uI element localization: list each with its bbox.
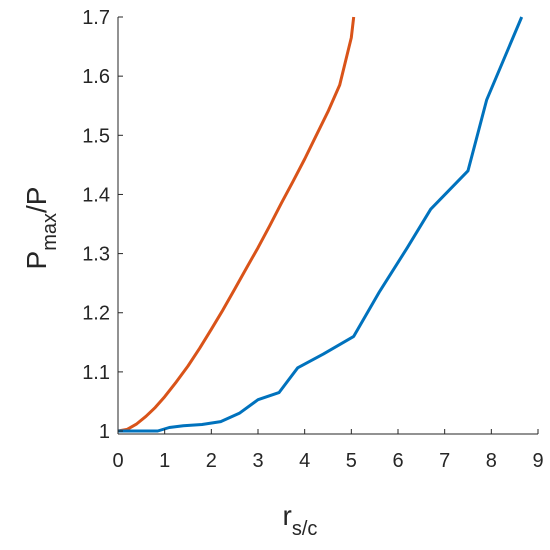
y-tick-label: 1.6 xyxy=(82,66,110,88)
x-tick-label: 6 xyxy=(392,450,403,472)
y-tick-label: 1 xyxy=(99,421,110,443)
x-tick-label: 0 xyxy=(112,450,123,472)
x-axis-title: rs/c xyxy=(283,500,318,540)
x-tick-label: 2 xyxy=(206,450,217,472)
y-tick-label: 1.2 xyxy=(82,303,110,325)
axes-layer xyxy=(117,17,538,435)
x-tick-label: 7 xyxy=(439,450,450,472)
y-axis-title-main: P xyxy=(21,251,52,270)
y-tick-label: 1.1 xyxy=(82,362,110,384)
x-axis-title-main: r xyxy=(283,500,292,531)
y-tick-label: 1.5 xyxy=(82,125,110,147)
x-axis-title-subscript: s/c xyxy=(292,518,318,540)
x-tick-label: 8 xyxy=(486,450,497,472)
y-tick-label: 1.4 xyxy=(82,184,110,206)
x-tick-label: 5 xyxy=(346,450,357,472)
x-tick-label: 1 xyxy=(159,450,170,472)
y-axis-title: Pmax/P xyxy=(21,187,61,270)
x-tick-label: 3 xyxy=(252,450,263,472)
series-line-1 xyxy=(117,16,356,433)
ticks-layer: 0 1 2 3 4 5 6 7 8 911.11.21.31.41.51.61.7 xyxy=(82,7,543,472)
y-axis-title-suffix: /P xyxy=(21,187,52,213)
x-tick-label: 4 xyxy=(299,450,310,472)
series-layer xyxy=(117,16,524,433)
y-tick-label: 1.7 xyxy=(82,7,110,29)
x-tick-label: 9 xyxy=(532,450,543,472)
y-axis-title-subscript: max xyxy=(39,213,61,251)
series-line-2 xyxy=(118,16,524,433)
y-tick-label: 1.3 xyxy=(82,244,110,266)
